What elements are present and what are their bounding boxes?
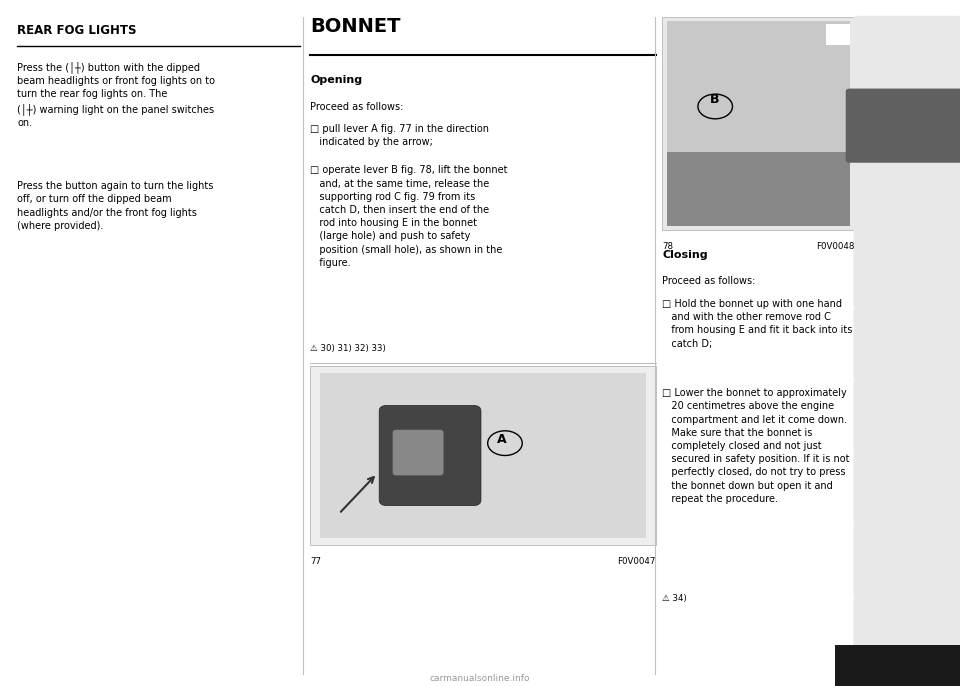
Text: B: B [709,93,719,106]
Text: Opening: Opening [310,75,362,86]
Text: 78: 78 [662,242,673,251]
Text: Press the (│┼) button with the dipped
beam headlights or front fog lights on to
: Press the (│┼) button with the dipped be… [17,61,215,128]
Text: □ Lower the bonnet to approximately
   20 centimetres above the engine
   compar: □ Lower the bonnet to approximately 20 c… [662,388,850,504]
Bar [320,373,646,538]
Text: 57: 57 [865,653,892,672]
Text: A: A [497,434,507,446]
FancyBboxPatch shape [853,161,960,235]
Bar [835,645,960,686]
Text: ⚠ 34): ⚠ 34) [662,594,687,603]
Text: □ Hold the bonnet up with one hand
   and with the other remove rod C
   from ho: □ Hold the bonnet up with one hand and w… [662,299,852,348]
FancyBboxPatch shape [853,598,960,672]
Text: F0V0047: F0V0047 [617,557,656,566]
Text: F0V0048: F0V0048 [816,242,854,251]
Text: REAR FOG LIGHTS: REAR FOG LIGHTS [17,24,136,37]
FancyBboxPatch shape [853,525,960,600]
Text: Proceed as follows:: Proceed as follows: [662,276,756,287]
Bar [667,152,850,226]
Text: ⚠ 30) 31) 32) 33): ⚠ 30) 31) 32) 33) [310,344,386,353]
FancyBboxPatch shape [846,88,960,163]
Text: Closing: Closing [662,250,708,261]
FancyBboxPatch shape [853,380,960,454]
FancyBboxPatch shape [853,453,960,527]
Text: carmanualsonline.info: carmanualsonline.info [430,674,530,683]
Bar [662,17,854,230]
Text: Press the button again to turn the lights
off, or turn off the dipped beam
headl: Press the button again to turn the light… [17,181,214,230]
Text: □ operate lever B fig. 78, lift the bonnet
   and, at the same time, release the: □ operate lever B fig. 78, lift the bonn… [310,165,508,268]
FancyBboxPatch shape [853,307,960,381]
FancyBboxPatch shape [393,430,444,475]
Bar [310,366,656,545]
Text: Proceed as follows:: Proceed as follows: [310,102,403,112]
Bar [826,24,850,45]
Text: BONNET: BONNET [310,17,400,36]
Text: 77: 77 [310,557,321,566]
Text: □ pull lever A fig. 77 in the direction
   indicated by the arrow;: □ pull lever A fig. 77 in the direction … [310,124,489,147]
FancyBboxPatch shape [853,234,960,308]
FancyBboxPatch shape [853,16,960,90]
Bar [667,21,850,226]
FancyBboxPatch shape [379,405,481,506]
